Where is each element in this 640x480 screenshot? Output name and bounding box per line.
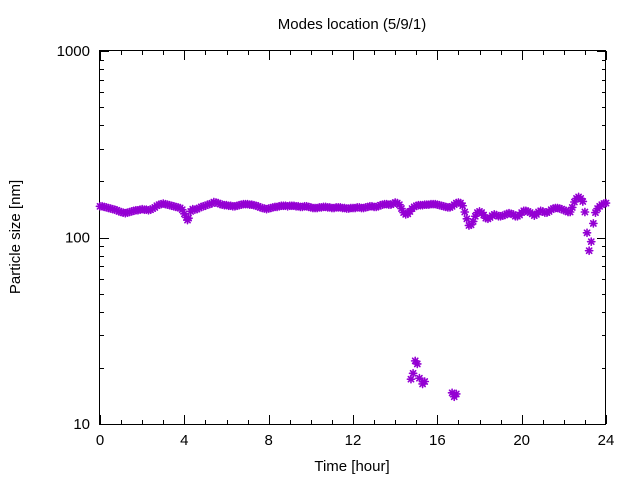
data-point: [420, 377, 430, 386]
data-point: [580, 207, 590, 217]
x-tick-label: 16: [429, 432, 446, 449]
data-points: [95, 192, 611, 402]
x-tick-label: 20: [513, 432, 530, 449]
data-point: [586, 237, 596, 247]
data-point: [588, 219, 598, 228]
data-point: [184, 213, 193, 223]
data-point: [412, 359, 422, 369]
data-point: [451, 389, 461, 399]
data-point: [582, 228, 592, 238]
y-tick-label: 100: [65, 230, 90, 247]
y-tick-labels: 10 100 1000: [57, 43, 90, 433]
x-tick-label: 0: [96, 432, 104, 449]
data-point: [584, 246, 594, 256]
x-tick-label: 4: [180, 432, 188, 449]
x-tick-label: 24: [598, 432, 615, 449]
y-tick-label: 10: [73, 416, 90, 433]
x-tick-label: 8: [264, 432, 272, 449]
data-point: [462, 214, 472, 224]
plot-frame: [99, 50, 606, 425]
y-tick-label: 1000: [57, 43, 90, 60]
data-point: [460, 207, 470, 217]
y-axis-label: Particle size [nm]: [7, 180, 24, 294]
chart-title: Modes location (5/9/1): [278, 16, 426, 33]
x-axis-label: Time [hour]: [314, 458, 389, 475]
axis-ticks: [100, 51, 607, 425]
data-point: [408, 368, 418, 378]
x-tick-labels: 0 4 8 12 16 20 24: [96, 432, 615, 449]
x-tick-label: 12: [345, 432, 362, 449]
data-point: [578, 197, 588, 206]
data-point: [458, 201, 468, 211]
data-point: [601, 198, 611, 208]
